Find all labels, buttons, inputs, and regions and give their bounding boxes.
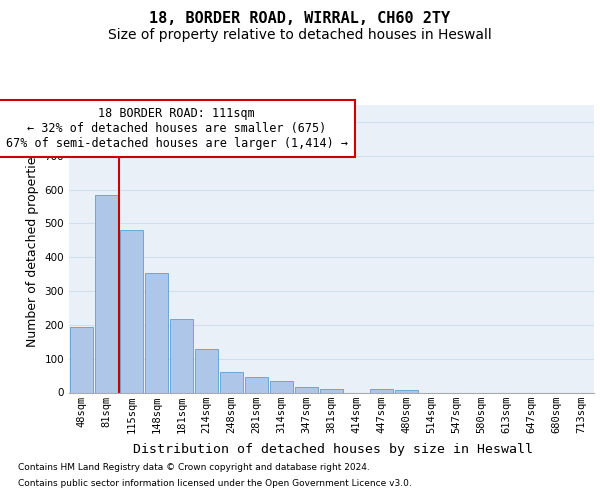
Text: 18 BORDER ROAD: 111sqm
← 32% of detached houses are smaller (675)
67% of semi-de: 18 BORDER ROAD: 111sqm ← 32% of detached… — [5, 107, 347, 150]
Bar — [395, 390, 418, 392]
Text: Contains HM Land Registry data © Crown copyright and database right 2024.: Contains HM Land Registry data © Crown c… — [18, 464, 370, 472]
Bar — [245, 378, 268, 392]
Bar — [220, 372, 244, 392]
Bar — [145, 273, 169, 392]
Bar — [70, 327, 94, 392]
Bar — [95, 194, 118, 392]
Y-axis label: Number of detached properties: Number of detached properties — [26, 150, 39, 348]
Bar — [370, 389, 394, 392]
Bar — [295, 388, 319, 392]
Bar — [320, 389, 343, 392]
Bar — [194, 348, 218, 393]
Text: Distribution of detached houses by size in Heswall: Distribution of detached houses by size … — [133, 442, 533, 456]
Bar — [119, 230, 143, 392]
Bar — [170, 320, 193, 392]
Text: Contains public sector information licensed under the Open Government Licence v3: Contains public sector information licen… — [18, 478, 412, 488]
Text: Size of property relative to detached houses in Heswall: Size of property relative to detached ho… — [108, 28, 492, 42]
Text: 18, BORDER ROAD, WIRRAL, CH60 2TY: 18, BORDER ROAD, WIRRAL, CH60 2TY — [149, 11, 451, 26]
Bar — [269, 380, 293, 392]
